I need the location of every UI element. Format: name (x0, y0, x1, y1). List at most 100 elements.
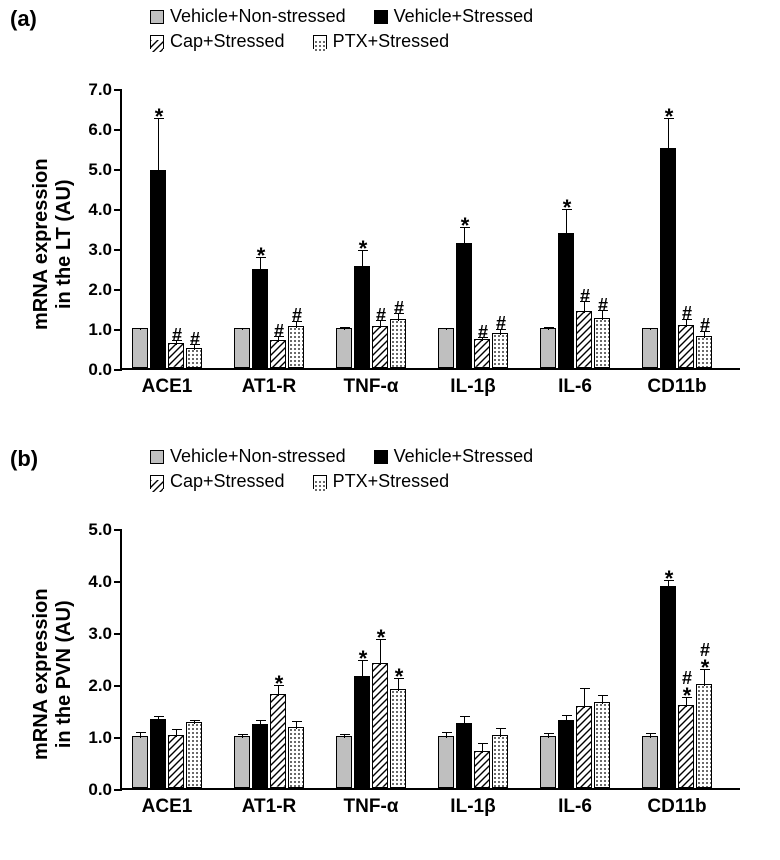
error-cap (190, 720, 200, 721)
legend-item: Vehicle+Non-stressed (150, 446, 346, 467)
sig-hash-icon: # (394, 299, 404, 317)
error-cap (598, 695, 608, 696)
xtick-label: CD11b (647, 796, 706, 818)
bar (474, 751, 490, 788)
panel-b-legend: Vehicle+Non-stressed Vehicle+Stressed Ca… (150, 446, 710, 496)
sig-star-icon: * (359, 238, 368, 260)
bar (234, 736, 250, 788)
figure: (a) Vehicle+Non-stressed Vehicle+Stresse… (0, 0, 780, 860)
ytick-label: 1.0 (88, 728, 112, 748)
bar (186, 722, 202, 788)
ytick-label: 3.0 (88, 624, 112, 644)
bar (336, 328, 352, 368)
legend-swatch (150, 450, 164, 464)
error-cap (340, 734, 350, 735)
legend-item: Cap+Stressed (150, 31, 285, 52)
error-cap (136, 328, 146, 329)
error-bar (602, 695, 603, 704)
bar (456, 243, 472, 368)
bar (678, 325, 694, 368)
bar (168, 343, 184, 368)
sig-hash-icon: # (598, 296, 608, 314)
legend-swatch (150, 35, 164, 49)
xtick-label: IL-1β (450, 376, 495, 398)
error-cap (172, 729, 182, 730)
error-bar (584, 688, 585, 708)
bar (660, 148, 676, 368)
ytick (114, 289, 122, 291)
error-cap (496, 728, 506, 729)
error-cap (340, 327, 350, 328)
error-bar (176, 729, 177, 737)
error-bar (464, 716, 465, 725)
sig-hash-icon: # (190, 330, 200, 348)
sig-star-icon: * (155, 106, 164, 128)
ytick (114, 249, 122, 251)
panel-b-tag: (b) (10, 446, 38, 472)
bar (252, 269, 268, 368)
legend-item: PTX+Stressed (313, 31, 450, 52)
ytick (114, 685, 122, 687)
xtick-label: TNF-α (344, 796, 399, 818)
ytick-label: 7.0 (88, 80, 112, 100)
ytick (114, 633, 122, 635)
ytick-label: 4.0 (88, 200, 112, 220)
bar (642, 736, 658, 788)
bar (390, 689, 406, 788)
bar (540, 736, 556, 788)
bar (132, 328, 148, 368)
sig-star-icon: * (275, 673, 284, 695)
bar (492, 333, 508, 368)
sig-hash-icon: # (682, 304, 692, 322)
bar (594, 702, 610, 788)
bar (270, 340, 286, 368)
error-cap (562, 715, 572, 716)
sig-star-icon: * (563, 197, 572, 219)
error-cap (256, 720, 266, 721)
bar (594, 318, 610, 368)
error-cap (646, 328, 656, 329)
error-cap (646, 733, 656, 734)
bar (576, 311, 592, 368)
bar (354, 676, 370, 788)
panel-a: (a) Vehicle+Non-stressed Vehicle+Stresse… (0, 0, 780, 420)
ytick-label: 0.0 (88, 360, 112, 380)
panel-a-plot: 0.01.02.03.04.05.06.07.0ACE1*##AT1-R*##T… (120, 90, 740, 370)
legend-item: Vehicle+Stressed (374, 446, 534, 467)
bar (252, 724, 268, 788)
xtick-label: TNF-α (344, 376, 399, 398)
ytick (114, 329, 122, 331)
panel-a-tag: (a) (10, 6, 37, 32)
sig-star-icon: * (395, 666, 404, 688)
legend-item: PTX+Stressed (313, 471, 450, 492)
bar (150, 170, 166, 368)
error-cap (544, 327, 554, 328)
legend-label: Vehicle+Stressed (394, 446, 534, 467)
ytick-label: 5.0 (88, 520, 112, 540)
sig-star-icon: * (683, 685, 692, 707)
panel-a-ylabel: mRNA expression in the LT (AU) (30, 158, 76, 330)
ytick-label: 0.0 (88, 780, 112, 800)
error-cap (238, 734, 248, 735)
sig-hash-icon: # (274, 322, 284, 340)
ytick (114, 209, 122, 211)
error-bar (500, 728, 501, 737)
sig-star-icon: * (359, 648, 368, 670)
bar (558, 720, 574, 788)
legend-item: Vehicle+Stressed (374, 6, 534, 27)
bar (696, 684, 712, 788)
bar (288, 727, 304, 788)
legend-label: Vehicle+Non-stressed (170, 446, 346, 467)
ylabel-line2: in the PVN (AU) (53, 600, 75, 748)
sig-hash-icon: # (700, 316, 710, 334)
bar (234, 328, 250, 368)
sig-hash-icon: # (376, 306, 386, 324)
panel-b-ylabel: mRNA expression in the PVN (AU) (30, 588, 76, 760)
ytick-label: 5.0 (88, 160, 112, 180)
sig-star-icon: * (461, 215, 470, 237)
bar (372, 663, 388, 788)
xtick-label: ACE1 (142, 376, 193, 398)
bar (354, 266, 370, 368)
ytick-label: 1.0 (88, 320, 112, 340)
error-cap (460, 716, 470, 717)
